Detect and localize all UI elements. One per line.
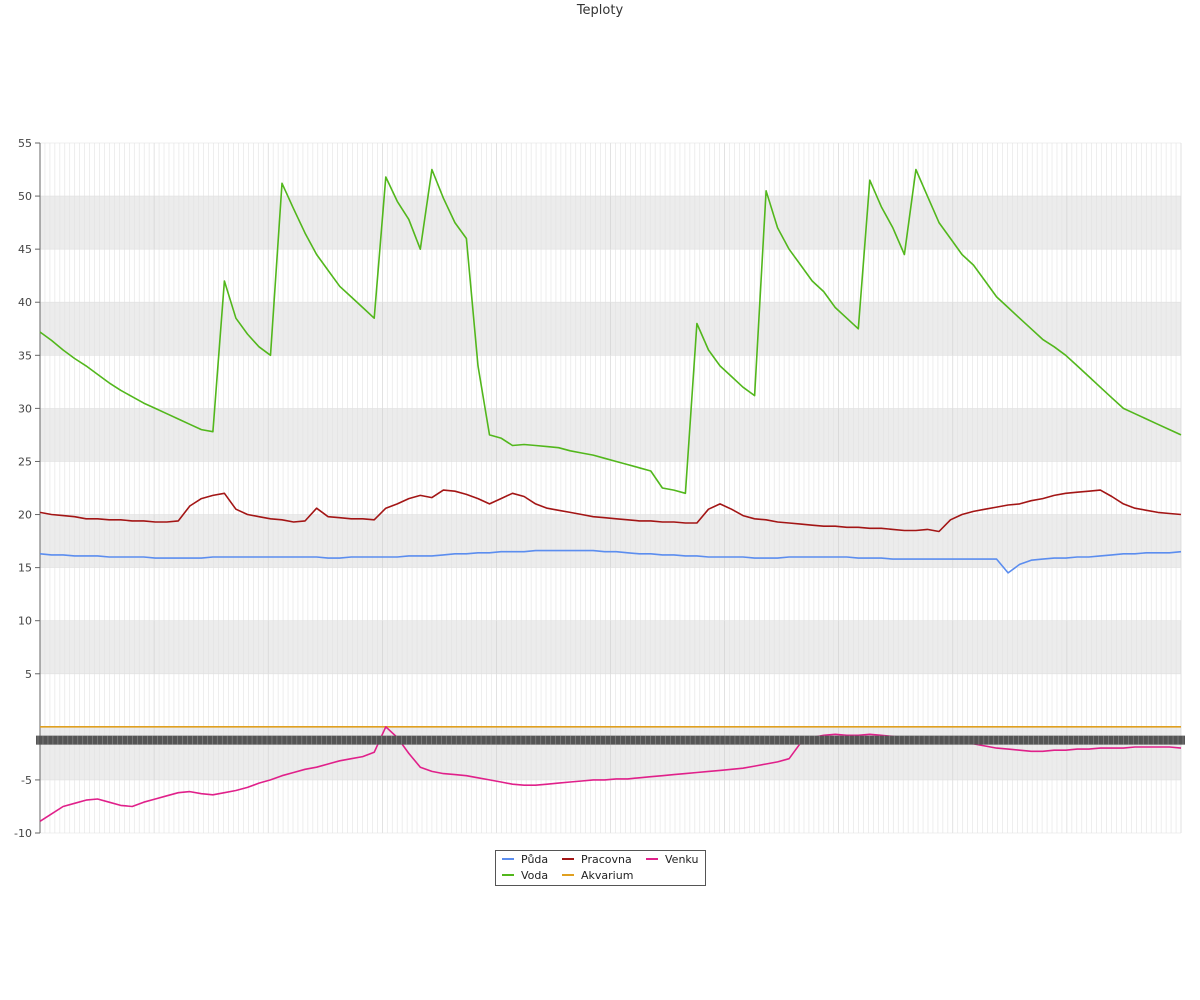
y-tick-labels: 55 50 45 40 35 30 25 20 15 10 5 -5 -10 (14, 137, 40, 840)
legend-label: Voda (521, 869, 549, 882)
vertical-grid (39, 142, 1182, 834)
y-tick-label: 10 (18, 615, 32, 628)
legend-swatch (562, 858, 574, 860)
y-tick-label: 15 (18, 562, 32, 575)
chart-title: Teploty (576, 3, 624, 18)
legend-swatch (502, 858, 514, 860)
legend-item: Akvarium (562, 869, 633, 883)
y-tick-label: 25 (18, 455, 32, 468)
y-tick-label: 5 (25, 668, 32, 681)
y-tick-label: 50 (18, 190, 32, 203)
y-tick-label: 30 (18, 402, 32, 415)
y-tick-label: -10 (14, 827, 32, 840)
legend-label: Akvarium (581, 869, 634, 882)
y-tick-label: -5 (21, 774, 32, 787)
legend: Půda Voda Pracovna Akvarium Venku (495, 850, 706, 886)
x-tick-labels-bar (36, 735, 1185, 745)
y-tick-label: 45 (18, 243, 32, 256)
legend-label: Půda (521, 853, 549, 866)
y-tick-label: 20 (18, 509, 32, 522)
series-line (39, 489, 1182, 533)
legend-swatch (562, 874, 574, 876)
series-line (39, 168, 1182, 495)
legend-swatch (502, 874, 514, 876)
y-tick-label: 35 (18, 349, 32, 362)
legend-label: Pracovna (581, 853, 632, 866)
series-line (39, 725, 1182, 822)
legend-item: Voda (502, 869, 548, 883)
series-lines (39, 168, 1182, 822)
legend-item: Pracovna (562, 853, 632, 867)
legend-item: Venku (646, 853, 698, 867)
legend-label: Venku (665, 853, 699, 866)
y-tick-label: 40 (18, 296, 32, 309)
legend-swatch (646, 858, 658, 860)
legend-item: Půda (502, 853, 548, 867)
y-tick-label: 55 (18, 137, 32, 150)
series-line (39, 549, 1182, 574)
